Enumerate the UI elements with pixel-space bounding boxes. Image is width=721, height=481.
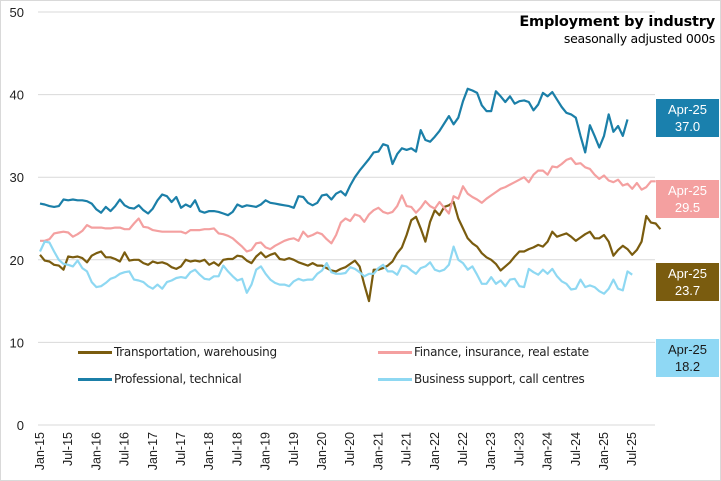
legend-swatch (78, 350, 112, 354)
x-tick-label: Jan-25 (597, 432, 611, 470)
legend-label: Business support, call centres (414, 372, 585, 386)
series-line-0 (39, 200, 662, 303)
y-tick-label: 10 (10, 335, 24, 350)
title-block: Employment by industry seasonally adjust… (519, 14, 715, 46)
x-tick-label: Jul-16 (118, 432, 132, 466)
x-tick-label: Jul-22 (456, 432, 470, 466)
x-tick-label: Jul-18 (230, 432, 244, 466)
end-label-3: Apr-25 18.2 (656, 339, 719, 377)
legend-item-3: Business support, call centres (378, 372, 585, 386)
end-label-1: Apr-25 29.5 (656, 180, 719, 218)
y-tick-label: 20 (10, 253, 24, 268)
x-tick-label: Jan-24 (541, 432, 555, 470)
x-tick-label: Jul-25 (625, 432, 639, 466)
end-label-value: 37.0 (674, 119, 701, 134)
x-tick-label: Jan-15 (33, 432, 47, 470)
series-line-3 (39, 240, 633, 295)
x-tick-label: Jul-17 (174, 432, 188, 466)
x-tick-label: Jan-18 (202, 432, 216, 470)
legend-label: Finance, insurance, real estate (414, 345, 589, 359)
x-tick-label: Jan-23 (484, 432, 498, 470)
y-tick-label: 40 (10, 88, 24, 103)
chart-title: Employment by industry (519, 14, 715, 30)
legend-label: Professional, technical (114, 372, 242, 386)
y-tick-label: 30 (10, 170, 24, 185)
end-label-period: Apr-25 (667, 266, 708, 281)
x-tick-label: Jul-19 (287, 432, 301, 466)
end-label-value: 18.2 (674, 359, 701, 374)
end-label-0: Apr-25 23.7 (656, 263, 719, 301)
x-tick-label: Jan-19 (259, 432, 273, 470)
end-label-period: Apr-25 (667, 183, 708, 198)
x-tick-label: Jan-17 (146, 432, 160, 470)
chart-subtitle: seasonally adjusted 000s (563, 31, 715, 46)
legend-label: Transportation, warehousing (114, 345, 277, 359)
x-tick-label: Jan-20 (315, 432, 329, 470)
legend-swatch (378, 350, 412, 354)
x-tick-label: Jul-21 (400, 432, 414, 466)
y-axis-ticks: 0 10 20 30 40 50 (10, 5, 24, 433)
x-tick-label: Jan-22 (428, 432, 442, 470)
legend-item-0: Transportation, warehousing (78, 345, 277, 359)
x-tick-label: Jul-23 (512, 432, 526, 466)
legend-item-2: Professional, technical (78, 372, 242, 386)
end-label-2: Apr-25 37.0 (656, 99, 719, 137)
end-label-period: Apr-25 (667, 102, 708, 117)
x-tick-label: Jan-16 (89, 432, 103, 470)
legend-item-1: Finance, insurance, real estate (378, 345, 589, 359)
end-label-value: 23.7 (674, 283, 701, 298)
y-tick-label: 0 (17, 418, 24, 433)
gridlines (38, 11, 655, 426)
legend-swatch (378, 377, 412, 381)
x-tick-label: Jan-21 (371, 432, 385, 470)
legend-swatch (78, 377, 112, 381)
x-axis-ticks: Jan-15 Jul-15 Jan-16 Jul-16 Jan-17 Jul-17 Jan-… (33, 432, 639, 470)
y-tick-label: 50 (10, 5, 24, 20)
series-lines (39, 87, 662, 303)
x-tick-label: Jul-24 (569, 432, 583, 466)
x-tick-label: Jul-20 (343, 432, 357, 466)
series-line-1 (40, 157, 656, 253)
series-line-2 (39, 87, 629, 217)
end-label-period: Apr-25 (667, 342, 708, 357)
end-label-value: 29.5 (674, 200, 701, 215)
x-tick-label: Jul-15 (61, 432, 75, 466)
